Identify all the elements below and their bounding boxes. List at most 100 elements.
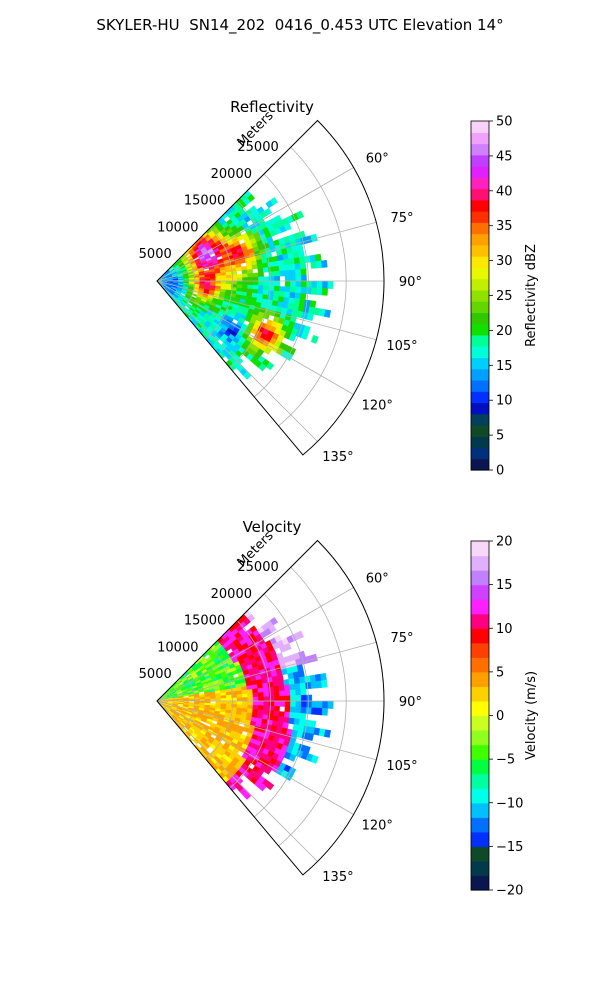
colorbar: −20 −15 −10 −5 0 5 10 15 20 Velocity (m/s) [470,535,539,899]
grid-spoke [156,700,318,862]
data-cell [269,197,279,206]
colorbar-tick-label: 40 [496,184,513,199]
data-cell [289,263,296,271]
data-cell [315,680,323,689]
data-cell [300,701,307,708]
data-cell [220,280,227,285]
data-cell [289,292,296,299]
data-cell [295,210,305,220]
colorbar-swatch [471,802,489,818]
data-cell [258,276,265,282]
data-cell [283,684,291,691]
data-cell [247,701,254,706]
data-cell [300,707,307,714]
data-cell [295,630,305,640]
data-cell [311,701,318,709]
data-cell [300,281,307,288]
data-cell [300,694,307,702]
data-cell [279,695,286,702]
data-cell [272,260,280,267]
colorbar: 0 5 10 15 20 25 30 35 40 45 50 Reflectivity dBZ [470,115,539,479]
colorbar-swatch [471,323,489,336]
data-cell [309,300,317,309]
angle-tick-label: 105° [386,339,417,354]
data-cell [273,285,280,292]
data-cell [273,290,280,297]
grid-ring [205,227,233,340]
colorbar-swatch [471,555,489,571]
data-cell [258,701,265,706]
grid-spoke [156,167,354,282]
data-cell [322,281,329,289]
panel-title: Reflectivity [230,98,314,116]
grid-ring [205,647,233,760]
data-cell [289,683,296,691]
data-cell [215,700,222,705]
data-cell [273,685,280,692]
data-cell [279,286,286,293]
velocity-panel: Velocity500010000150002000025000Meters60… [139,518,539,899]
colorbar-tick-label: 25 [496,289,513,304]
data-cell [264,207,273,216]
data-cell [294,263,301,271]
colorbar-swatch [471,570,489,586]
colorbar-swatch [471,730,489,746]
data-cell [258,281,265,286]
colorbar-tick-label: 5 [496,429,504,444]
data-cell [268,285,275,292]
data-cell [290,281,297,288]
colorbar-swatch [471,233,489,246]
data-cell [294,712,301,720]
data-cell [305,681,312,690]
data-cell [309,720,317,729]
data-cell [235,266,243,272]
data-cell [289,706,296,714]
colorbar-swatch [471,788,489,804]
grid-spoke [156,280,354,395]
colorbar-swatch [471,657,489,673]
data-cell [269,617,279,626]
data-cell [290,275,297,282]
data-cell [305,707,312,715]
colorbar-swatch [471,846,489,862]
data-cell [299,262,307,270]
data-cell [310,754,319,764]
data-cell [263,766,272,775]
colorbar-swatch [471,458,489,471]
data-cell [283,222,292,231]
data-cell [295,706,302,714]
data-cell [265,781,275,791]
data-cell [274,695,280,702]
data-cell [268,624,277,633]
colorbar-tick-label: 30 [496,254,513,269]
data-cell [258,696,265,702]
colorbar-tick-label: −15 [496,840,523,855]
colorbar-tick-label: −20 [496,884,523,899]
radial-tick-label: 15000 [184,614,225,629]
data-cell [263,281,270,287]
data-cell [299,682,307,690]
colorbar-label: Reflectivity dBZ [524,244,539,347]
data-cell [293,257,301,265]
colorbar-swatch [471,222,489,235]
data-cell [289,286,296,294]
data-cell [314,253,322,262]
data-cell [256,683,264,689]
data-cell [273,705,280,712]
data-cell [252,688,259,694]
data-cell [247,281,254,286]
angle-tick-label: 135° [322,870,353,885]
colorbar-tick-label: 20 [496,324,513,339]
colorbar-swatch [471,188,489,201]
data-cell [294,683,301,691]
data-cell [284,269,291,277]
radial-tick-label: 5000 [139,247,172,262]
data-cell [273,270,281,277]
data-cell [290,695,297,702]
data-cell [252,696,259,702]
grid-ring [254,173,309,398]
data-cell [321,707,329,716]
colorbar-swatch [471,817,489,833]
data-cell [278,291,285,298]
